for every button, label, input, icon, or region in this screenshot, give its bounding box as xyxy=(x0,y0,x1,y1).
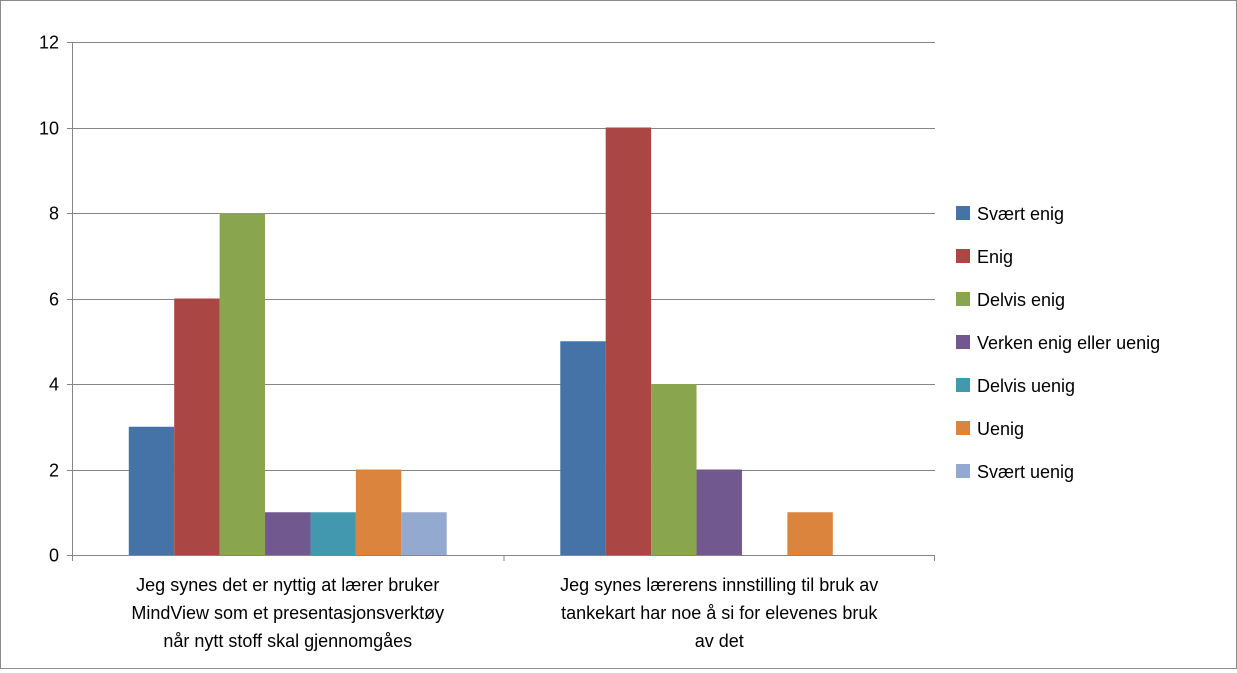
legend-swatch xyxy=(956,292,970,306)
y-tick-label: 8 xyxy=(49,204,59,224)
legend-swatch xyxy=(956,206,970,220)
x-axis-category-labels: Jeg synes det er nyttig at lærer bruker M… xyxy=(131,575,878,651)
bar-sv-rt-uenig xyxy=(401,512,447,555)
x-category-label: Jeg synes det er nyttig at lærer bruker M… xyxy=(131,575,444,651)
bar-delvis-enig xyxy=(219,213,266,555)
bar-sv-rt-enig xyxy=(128,426,175,555)
y-tick-label: 12 xyxy=(39,33,59,53)
x-category-label-line: Jeg synes lærerens innstilling til bruk … xyxy=(560,575,878,595)
legend-swatch xyxy=(956,335,970,349)
bar-uenig xyxy=(355,469,402,555)
legend-label: Svært enig xyxy=(977,204,1064,224)
legend-label: Enig xyxy=(977,247,1013,267)
y-axis-tick-labels: 0 2 4 6 8 10 12 xyxy=(39,33,59,566)
x-category-label: Jeg synes lærerens innstilling til bruk … xyxy=(560,575,878,651)
legend-label: Svært uenig xyxy=(977,462,1074,482)
bar-delvis-uenig xyxy=(310,512,356,555)
y-tick-label: 0 xyxy=(49,546,59,566)
x-category-label-line: når nytt stoff skal gjennomgåes xyxy=(163,631,412,651)
x-category-label-line: av det xyxy=(695,631,744,651)
legend-swatch xyxy=(956,464,970,478)
bar-verken-enig-eller-uenig xyxy=(696,469,742,555)
bar-delvis-enig xyxy=(651,384,697,555)
legend-label: Verken enig eller uenig xyxy=(977,333,1160,353)
legend-swatch xyxy=(956,378,970,392)
x-category-label-line: tankekart har noe å si for elevenes bruk xyxy=(561,603,878,623)
bar-uenig xyxy=(787,512,833,555)
axes xyxy=(67,42,935,561)
x-category-label-line: Jeg synes det er nyttig at lærer bruker xyxy=(136,575,439,595)
bar-enig xyxy=(174,298,220,555)
bar-verken-enig-eller-uenig xyxy=(265,512,311,555)
bar-sv-rt-enig xyxy=(560,341,606,555)
legend: Svært enig Enig Delvis enig Verken enig ell… xyxy=(956,204,1160,482)
bar-enig xyxy=(605,127,652,555)
y-tick-label: 4 xyxy=(49,375,59,395)
bars xyxy=(128,127,833,555)
legend-label: Delvis enig xyxy=(977,290,1065,310)
legend-swatch xyxy=(956,249,970,263)
y-tick-label: 2 xyxy=(49,461,59,481)
legend-label: Delvis uenig xyxy=(977,376,1075,396)
legend-label: Uenig xyxy=(977,419,1024,439)
y-tick-label: 6 xyxy=(49,290,59,310)
x-category-label-line: MindView som et presentasjonsverktøy xyxy=(131,603,444,623)
y-tick-label: 10 xyxy=(39,119,59,139)
legend-swatch xyxy=(956,421,970,435)
